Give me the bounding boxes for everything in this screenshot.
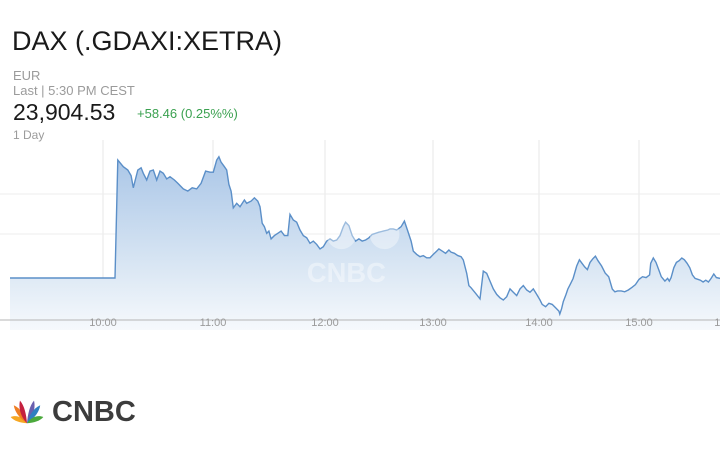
svg-text:CNBC: CNBC [307,257,386,288]
